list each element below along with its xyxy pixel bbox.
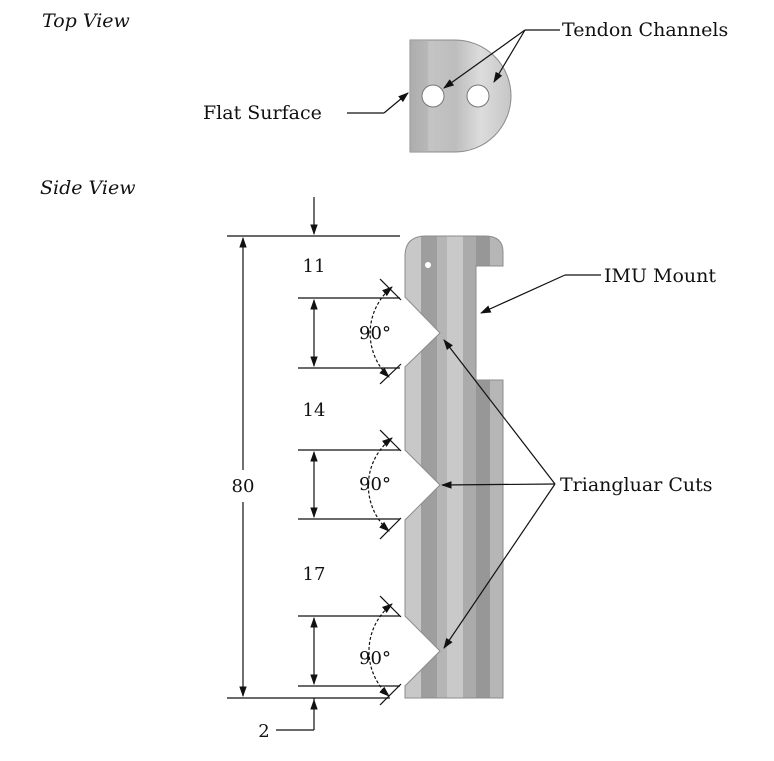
triangular-cuts-leader: [440, 339, 556, 649]
dim-angle-3: 90°: [359, 648, 391, 669]
triangular-cuts-label: Triangluar Cuts: [560, 474, 712, 496]
imu-mount-leader: [480, 274, 601, 314]
flat-surface-leader: [347, 92, 409, 114]
flat-surface-label: Flat Surface: [203, 102, 322, 124]
dim-bottom-offset: 2: [258, 721, 269, 742]
tendon-channels-leader: [443, 29, 560, 89]
top-view-part: [409, 39, 512, 153]
dim-angle-1: 90°: [359, 323, 391, 344]
dim-segment-3: 17: [303, 564, 326, 585]
mount-hole: [425, 262, 431, 268]
dimension-cut-3: [298, 595, 402, 706]
tendon-channel-right: [466, 84, 490, 108]
dimension-cut-1: [298, 278, 402, 385]
dim-segment-2: 14: [303, 400, 326, 421]
dimension-total-length: [227, 197, 400, 699]
imu-mount-label: IMU Mount: [604, 265, 716, 287]
dim-segment-1: 11: [303, 256, 326, 277]
side-view-title: Side View: [40, 177, 136, 199]
top-view-title: Top View: [42, 10, 130, 32]
tendon-channel-left: [421, 84, 445, 108]
tendon-channels-label: Tendon Channels: [562, 19, 728, 41]
dim-total-length: 80: [232, 476, 255, 497]
dimension-cut-2: [298, 429, 402, 540]
dim-angle-2: 90°: [359, 474, 391, 495]
dimension-bottom-offset: [276, 698, 318, 731]
side-view-part: [404, 235, 504, 699]
